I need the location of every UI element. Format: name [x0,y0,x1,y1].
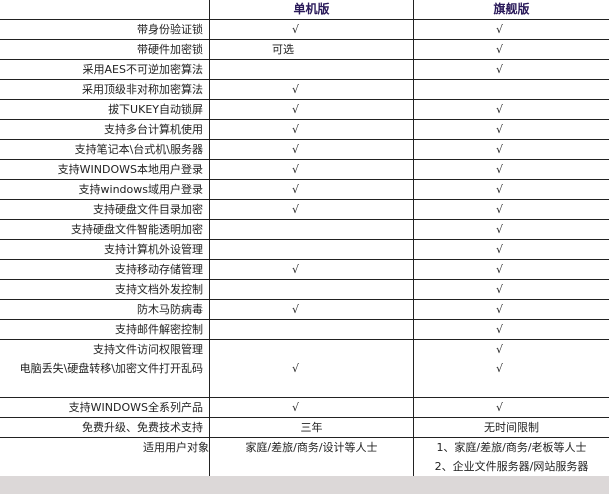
header-row: 单机版 旗舰版 [0,0,609,20]
table-row: 免费升级、免费技术支持 三年 无时间限制 [0,417,609,438]
single-value: √ [209,259,414,280]
table-row: 防木马防病毒 √ √ [0,299,609,320]
flagship-line-2: 2、企业文件服务器/网站服务器 [434,460,589,473]
flagship-value: √ [413,319,609,340]
flagship-value: √ [413,339,609,359]
flagship-value: √ [413,397,609,418]
comparison-panel: 单机版 旗舰版 带身份验证锁 √ √ 带硬件加密锁 可选 √ 采用AES不可逆加密算… [0,0,609,476]
table-row: 适用用户对象 家庭/差旅/商务/设计等人士 1、家庭/差旅/商务/老板等人士 2、… [0,437,609,476]
flagship-value: √ [413,239,609,260]
single-value: √ [209,179,414,200]
feature-label: 支持邮件解密控制 [0,319,210,340]
table-row: 带硬件加密锁 可选 √ [0,39,609,60]
feature-label: 带身份验证锁 [0,19,210,40]
flagship-value: √ [413,19,609,40]
feature-label: 适用用户对象 [0,437,210,476]
feature-label: 支持多台计算机使用 [0,119,210,140]
single-value: 三年 [209,417,414,438]
feature-label: 支持笔记本\台式机\服务器 [0,139,210,160]
flagship-value: √ [413,39,609,60]
feature-label: 支持文件访问权限管理 [0,339,210,359]
header-feature [0,0,210,20]
table-row: 支持windows域用户登录 √ √ [0,179,609,200]
table-row: 支持多台计算机使用 √ √ [0,119,609,140]
flagship-value: √ [496,362,504,375]
single-value: √ [209,79,414,100]
header-flagship-edition: 旗舰版 [493,2,530,16]
table-row: 支持文档外发控制 √ [0,279,609,300]
flagship-value: √ [413,139,609,160]
table-row: 支持邮件解密控制 √ [0,319,609,340]
flagship-value: √ [413,159,609,180]
table-row: 拔下UKEY自动锁屏 √ √ [0,99,609,120]
flagship-line-1: 1、家庭/差旅/商务/老板等人士 [436,441,587,454]
single-value: 可选 [209,39,414,60]
table-row: 支持WINDOWS全系列产品 √ √ [0,397,609,418]
feature-label: 支持文档外发控制 [0,279,210,300]
single-value [209,59,414,80]
single-value: √ [209,159,414,180]
feature-label: 支持硬盘文件智能透明加密 [0,219,210,240]
single-value: 家庭/差旅/商务/设计等人士 [209,437,414,476]
flagship-value: √ [413,119,609,140]
single-value [209,339,414,359]
feature-label: 防木马防病毒 [0,299,210,320]
table-row: 支持硬盘文件目录加密 √ √ [0,199,609,220]
flagship-value: 无时间限制 [413,417,609,438]
flagship-value: √ [413,59,609,80]
flagship-value: √ [413,199,609,220]
single-value [209,279,414,300]
single-value: √ [209,99,414,120]
single-value: √ [209,19,414,40]
flagship-value: √ [413,259,609,280]
feature-label: 带硬件加密锁 [0,39,210,60]
feature-label: 电脑丢失\硬盘转移\加密文件打开乱码 [0,359,210,398]
table-row: 采用AES不可逆加密算法 √ [0,59,609,80]
single-value: √ [209,397,414,418]
feature-label: 免费升级、免费技术支持 [0,417,210,438]
feature-label: 支持WINDOWS本地用户登录 [0,159,210,180]
feature-comparison-table: 单机版 旗舰版 带身份验证锁 √ √ 带硬件加密锁 可选 √ 采用AES不可逆加密算… [0,0,609,476]
feature-label: 拔下UKEY自动锁屏 [0,99,210,120]
header-single-edition: 单机版 [209,0,414,20]
single-value: √ [209,299,414,320]
feature-label: 采用顶级非对称加密算法 [0,79,210,100]
feature-label: 支持windows域用户登录 [0,179,210,200]
table-row: 带身份验证锁 √ √ [0,19,609,40]
single-value [209,219,414,240]
table-row: 支持计算机外设管理 √ [0,239,609,260]
table-row: 支持文件访问权限管理 √ [0,339,609,359]
single-value: √ [209,359,414,398]
flagship-value: √ [413,279,609,300]
flagship-value: 1、家庭/差旅/商务/老板等人士 2、企业文件服务器/网站服务器 [413,437,609,476]
feature-label: 支持移动存储管理 [0,259,210,280]
flagship-value: √ [413,299,609,320]
feature-label: 支持硬盘文件目录加密 [0,199,210,220]
feature-label: 采用AES不可逆加密算法 [0,59,210,80]
table-row: 支持移动存储管理 √ √ [0,259,609,280]
flagship-value: √ [413,99,609,120]
table-row: 支持WINDOWS本地用户登录 √ √ [0,159,609,180]
flagship-value: √ [413,179,609,200]
table-row: 支持硬盘文件智能透明加密 √ [0,219,609,240]
single-value: √ [209,139,414,160]
flagship-value [413,79,609,100]
table-row: 电脑丢失\硬盘转移\加密文件打开乱码 √ √ [0,359,609,398]
table-row: 支持笔记本\台式机\服务器 √ √ [0,139,609,160]
single-value: √ [209,119,414,140]
flagship-value: √ [413,219,609,240]
single-value [209,239,414,260]
single-value [209,319,414,340]
feature-label: 支持计算机外设管理 [0,239,210,260]
single-value: √ [209,199,414,220]
feature-label: 支持WINDOWS全系列产品 [0,397,210,418]
table-row: 采用顶级非对称加密算法 √ [0,79,609,100]
